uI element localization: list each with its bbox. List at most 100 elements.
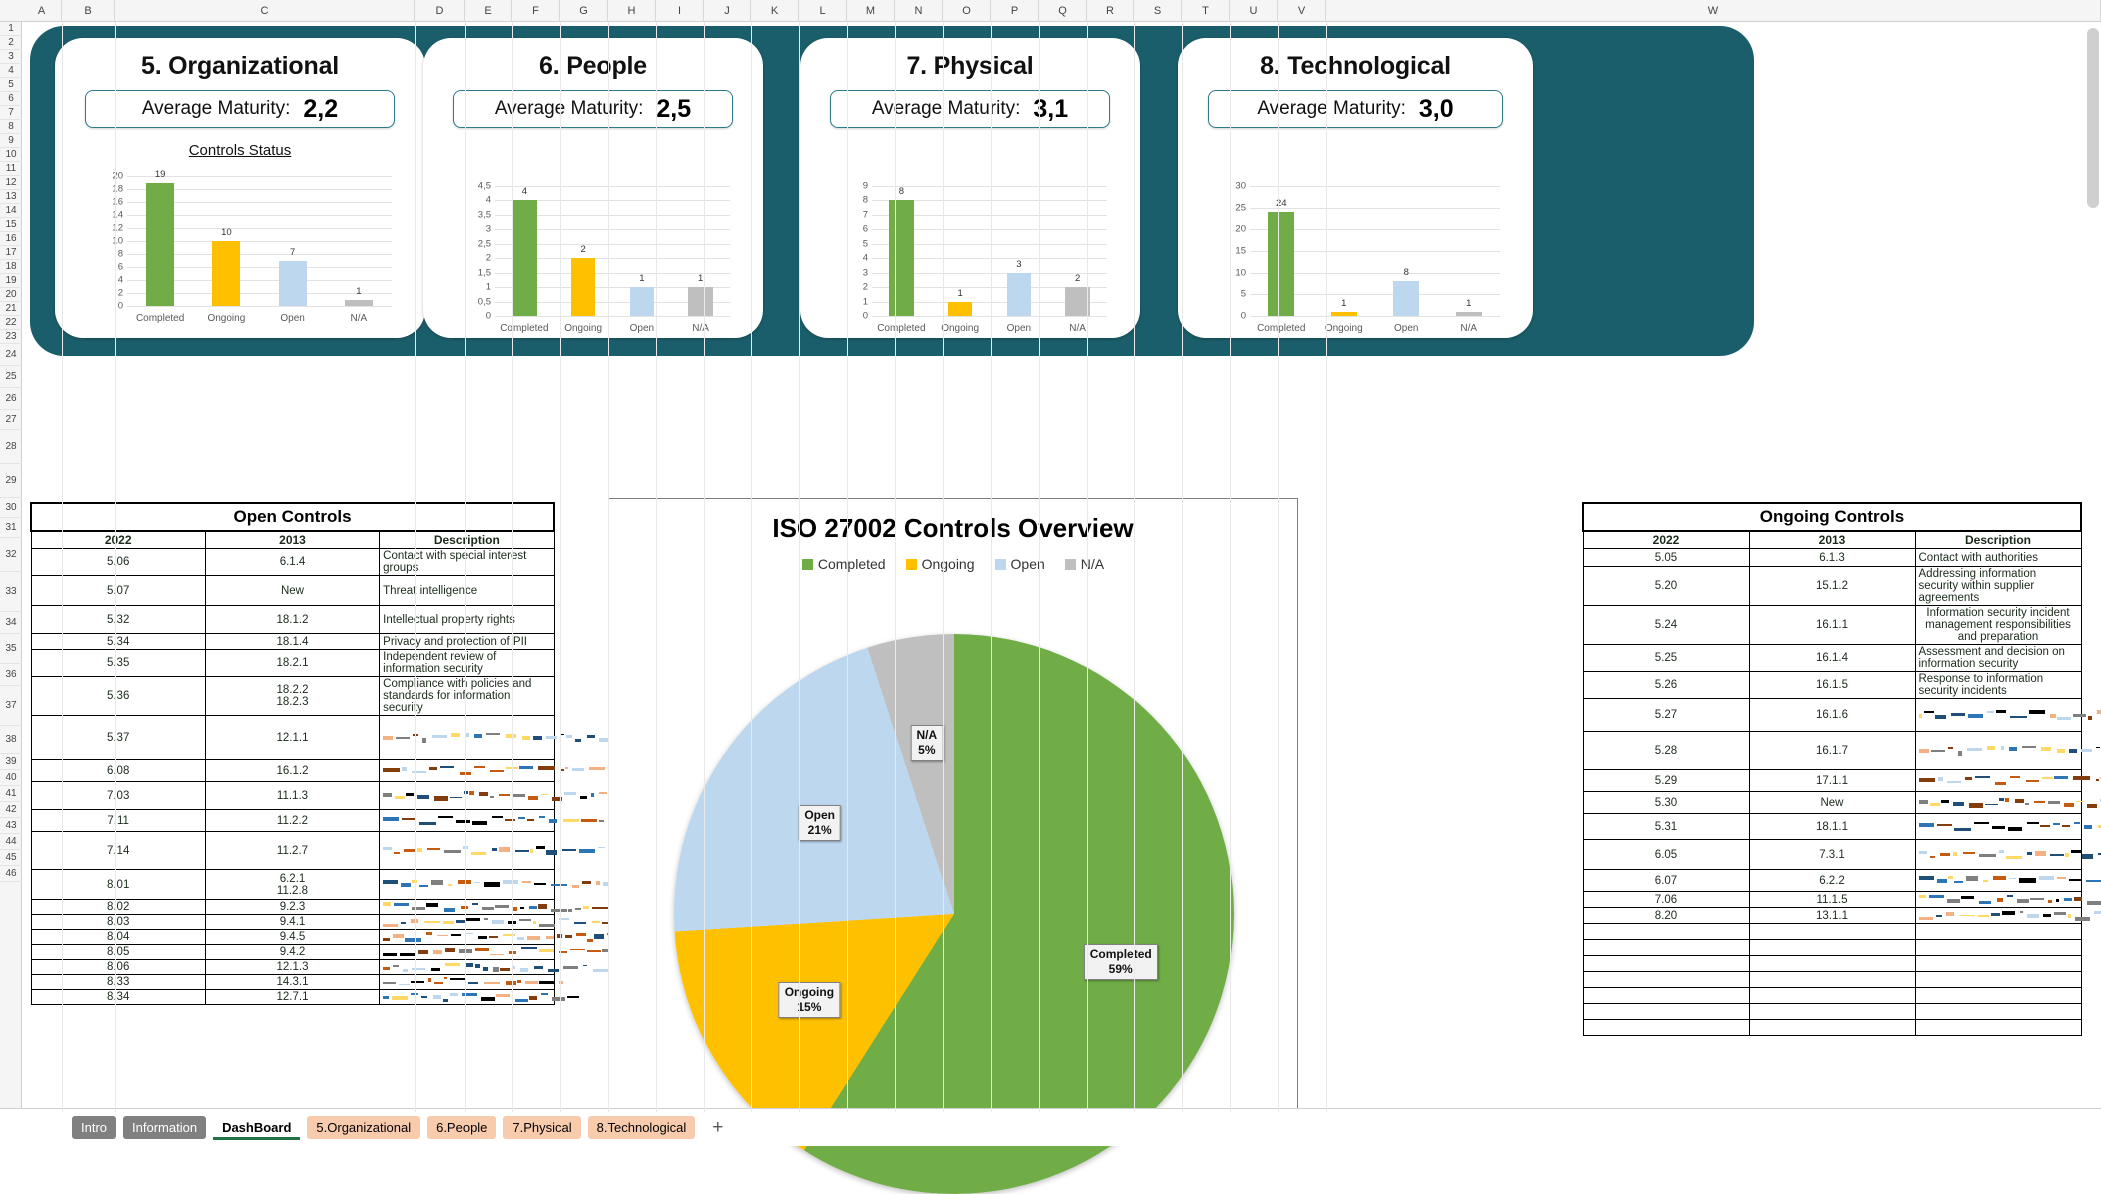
sheet-tab-5-organizational[interactable]: 5.Organizational	[307, 1116, 420, 1139]
table-row[interactable]	[1583, 956, 2081, 972]
column-header-I[interactable]: I	[656, 0, 704, 22]
row-header-46[interactable]: 46	[0, 866, 22, 882]
row-header-33[interactable]: 33	[0, 572, 22, 612]
row-header-23[interactable]: 23	[0, 330, 22, 344]
row-header-25[interactable]: 25	[0, 366, 22, 388]
row-header-1[interactable]: 1	[0, 22, 22, 36]
row-header-10[interactable]: 10	[0, 148, 22, 162]
sheet-tab-8-technological[interactable]: 8.Technological	[588, 1116, 696, 1139]
row-header-29[interactable]: 29	[0, 464, 22, 498]
row-header-8[interactable]: 8	[0, 120, 22, 134]
row-header-21[interactable]: 21	[0, 302, 22, 316]
column-header-U[interactable]: U	[1230, 0, 1278, 22]
column-header-L[interactable]: L	[799, 0, 847, 22]
row-header-34[interactable]: 34	[0, 612, 22, 634]
column-header-P[interactable]: P	[991, 0, 1039, 22]
row-header-15[interactable]: 15	[0, 218, 22, 232]
column-header-M[interactable]: M	[847, 0, 895, 22]
row-header-5[interactable]: 5	[0, 78, 22, 92]
column-header-R[interactable]: R	[1087, 0, 1134, 22]
column-header-N[interactable]: N	[895, 0, 943, 22]
add-sheet-button[interactable]: +	[712, 1117, 723, 1139]
column-header-S[interactable]: S	[1134, 0, 1182, 22]
table-row[interactable]	[1583, 1020, 2081, 1036]
row-header-45[interactable]: 45	[0, 850, 22, 866]
sheet-tab-6-people[interactable]: 6.People	[427, 1116, 496, 1139]
sheet-tab-information[interactable]: Information	[123, 1116, 206, 1139]
row-header-41[interactable]: 41	[0, 786, 22, 802]
row-header-7[interactable]: 7	[0, 106, 22, 120]
row-header-26[interactable]: 26	[0, 388, 22, 410]
row-header-3[interactable]: 3	[0, 50, 22, 64]
row-header-24[interactable]: 24	[0, 344, 22, 366]
row-header-43[interactable]: 43	[0, 818, 22, 834]
row-header-42[interactable]: 42	[0, 802, 22, 818]
sheet-tab-7-physical[interactable]: 7.Physical	[503, 1116, 580, 1139]
row-header-14[interactable]: 14	[0, 204, 22, 218]
table-row[interactable]	[1583, 940, 2081, 956]
row-header-35[interactable]: 35	[0, 634, 22, 664]
row-header-39[interactable]: 39	[0, 754, 22, 770]
column-header-T[interactable]: T	[1182, 0, 1230, 22]
row-header-37[interactable]: 37	[0, 686, 22, 726]
row-header-28[interactable]: 28	[0, 430, 22, 464]
vertical-scrollbar[interactable]	[2087, 28, 2099, 208]
column-header-Q[interactable]: Q	[1039, 0, 1087, 22]
column-header-W[interactable]: W	[1326, 0, 2101, 22]
row-header-6[interactable]: 6	[0, 92, 22, 106]
row-header-11[interactable]: 11	[0, 162, 22, 176]
column-header-B[interactable]: B	[62, 0, 115, 22]
column-header-C[interactable]: C	[115, 0, 415, 22]
row-header-22[interactable]: 22	[0, 316, 22, 330]
row-header-36[interactable]: 36	[0, 664, 22, 686]
sheet-tab-dashboard[interactable]: DashBoard	[213, 1116, 300, 1140]
row-header-38[interactable]: 38	[0, 726, 22, 754]
row-header-16[interactable]: 16	[0, 232, 22, 246]
column-header-O[interactable]: O	[943, 0, 991, 22]
row-header-40[interactable]: 40	[0, 770, 22, 786]
table-row[interactable]	[1583, 1004, 2081, 1020]
column-header-H[interactable]: H	[608, 0, 656, 22]
row-header-20[interactable]: 20	[0, 288, 22, 302]
row-header-17[interactable]: 17	[0, 246, 22, 260]
table-row[interactable]	[1583, 972, 2081, 988]
row-header-13[interactable]: 13	[0, 190, 22, 204]
row-header-4[interactable]: 4	[0, 64, 22, 78]
table-row[interactable]	[1583, 988, 2081, 1004]
column-header-G[interactable]: G	[560, 0, 608, 22]
row-header-30[interactable]: 30	[0, 498, 22, 518]
table-row[interactable]	[1583, 924, 2081, 940]
column-header-D[interactable]: D	[415, 0, 465, 22]
column-header-E[interactable]: E	[465, 0, 512, 22]
